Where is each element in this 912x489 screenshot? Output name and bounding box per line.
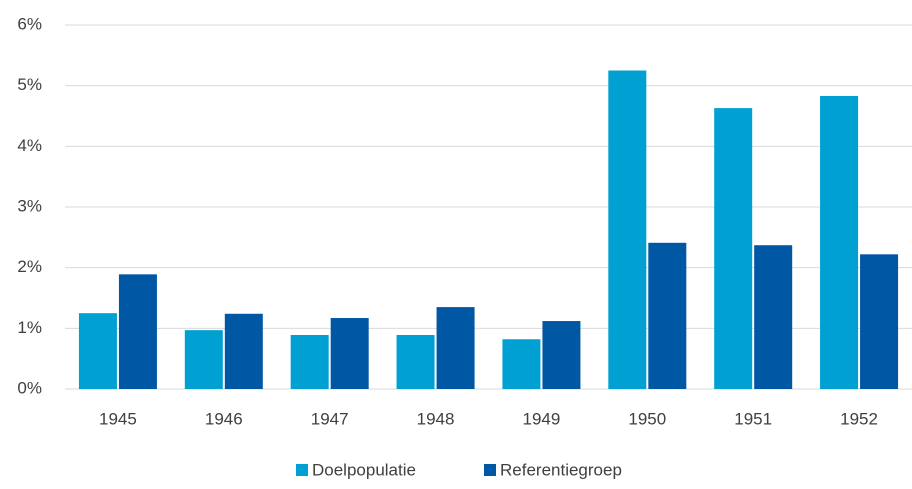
bar <box>860 254 899 389</box>
bar <box>118 274 157 389</box>
y-tick-label: 3% <box>17 196 42 215</box>
bar <box>502 339 541 389</box>
x-tick-label: 1948 <box>417 409 455 428</box>
x-tick-label: 1951 <box>734 409 772 428</box>
x-tick-label: 1945 <box>99 409 137 428</box>
x-tick-label: 1946 <box>205 409 243 428</box>
y-tick-label: 4% <box>17 136 42 155</box>
legend-swatch <box>484 464 496 476</box>
bar <box>184 330 223 389</box>
bar <box>608 70 647 389</box>
x-tick-label: 1950 <box>628 409 666 428</box>
x-tick-label: 1949 <box>523 409 561 428</box>
bar <box>820 95 859 389</box>
legend-label: Doelpopulatie <box>312 460 416 479</box>
y-tick-label: 0% <box>17 378 42 397</box>
bar <box>224 313 263 389</box>
x-tick-label: 1952 <box>840 409 878 428</box>
bar <box>436 307 475 389</box>
bar <box>714 108 753 389</box>
y-tick-label: 6% <box>17 14 42 33</box>
bar <box>290 335 329 389</box>
legend-swatch <box>296 464 308 476</box>
bar <box>330 318 369 389</box>
bar <box>648 242 687 389</box>
bar <box>78 313 117 389</box>
x-tick-label: 1947 <box>311 409 349 428</box>
legend-label: Referentiegroep <box>500 460 622 479</box>
bar <box>542 321 581 389</box>
bar <box>396 335 435 389</box>
y-tick-label: 2% <box>17 257 42 276</box>
y-tick-label: 1% <box>17 318 42 337</box>
bar <box>754 245 793 389</box>
y-tick-label: 5% <box>17 75 42 94</box>
